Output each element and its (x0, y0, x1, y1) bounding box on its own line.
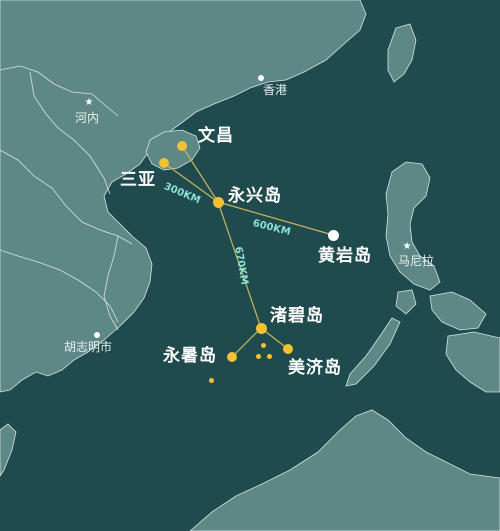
label-sanya: 三亚 (120, 170, 156, 190)
label-huangyan: 黄岩岛 (318, 246, 372, 266)
star-icon: ★ (84, 97, 94, 108)
label-hongkong: 香港 (263, 83, 288, 97)
route-zhubi-yongshu (231, 327, 262, 358)
mainland-landmass (0, 0, 367, 393)
border-laos-cambodia (0, 149, 133, 245)
island-dot-icon (261, 343, 266, 348)
mindanao-island (445, 331, 500, 393)
island-dot-icon (213, 197, 224, 208)
island-dot-icon (209, 378, 214, 383)
border-cambodia-vietnam (103, 235, 119, 331)
label-zhubi: 渚碧岛 (270, 306, 324, 326)
island-dot-icon (159, 158, 169, 168)
city-dot-icon (258, 75, 264, 81)
label-hanoi: 河内 (75, 111, 100, 125)
island-dot-icon (177, 141, 187, 151)
malay-peninsula (0, 423, 17, 477)
label-manila: 马尼拉 (398, 254, 435, 268)
border-thailand-cambodia (0, 249, 119, 323)
island-dot-icon (227, 352, 237, 362)
island-dot-icon (256, 323, 267, 334)
luzon-island (385, 161, 441, 291)
route-wenchang-yongxing (181, 145, 219, 203)
route-sanya-yongxing (163, 162, 219, 203)
visayas-islands (429, 291, 487, 331)
label-yongxing: 永兴岛 (228, 186, 282, 206)
island-dot-icon (256, 354, 261, 359)
taiwan-island (387, 23, 417, 83)
mindoro-island (395, 289, 417, 315)
star-icon: ★ (402, 241, 412, 252)
label-wenchang: 文昌 (198, 126, 234, 146)
route-yongxing-huangyan (217, 201, 334, 236)
borneo-island (189, 409, 500, 531)
island-dot-icon (267, 354, 272, 359)
border-china-vietnam (0, 65, 119, 117)
island-dot-icon (283, 344, 293, 354)
label-yongshu: 永暑岛 (163, 346, 217, 366)
label-meiji: 美济岛 (288, 358, 342, 378)
palawan-island (345, 317, 401, 387)
border-laos-north (29, 71, 111, 195)
route-yongxing-zhubi (217, 201, 262, 329)
island-dot-icon (328, 230, 339, 241)
label-hcmc: 胡志明市 (64, 340, 113, 354)
city-dot-icon (94, 332, 100, 338)
